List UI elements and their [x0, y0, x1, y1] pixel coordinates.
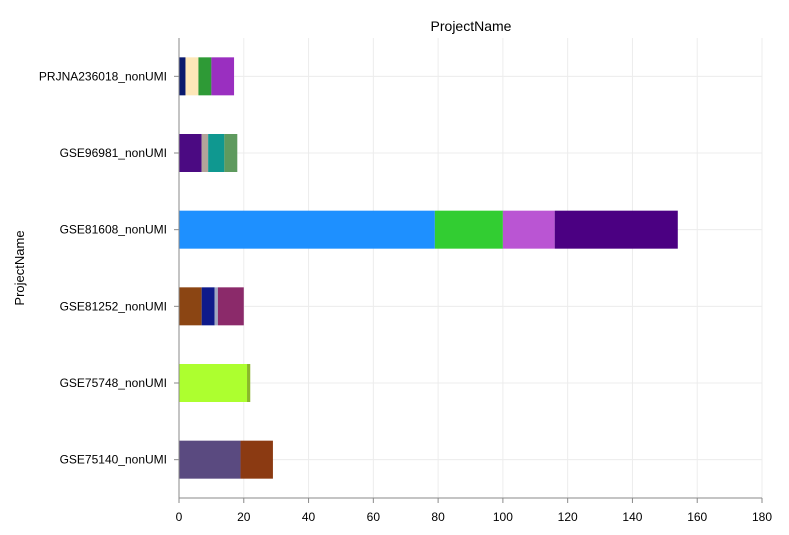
bar-segment — [434, 210, 503, 249]
x-tick-label: 40 — [302, 510, 316, 524]
category-label: GSE96981_nonUMI — [60, 146, 167, 160]
category-label: PRJNA236018_nonUMI — [39, 69, 167, 83]
x-tick-label: 60 — [367, 510, 381, 524]
y-axis-label: ProjectName — [12, 230, 27, 305]
category-label: GSE75748_nonUMI — [60, 376, 167, 390]
bar-segment — [201, 287, 215, 326]
bar-segment — [247, 364, 251, 402]
bar-segment — [554, 210, 678, 249]
bar-segments — [179, 57, 678, 479]
bar-segment — [185, 57, 199, 96]
category-labels: PRJNA236018_nonUMI GSE96981_nonUMI GSE8160… — [39, 69, 167, 466]
bar-segment — [179, 364, 248, 402]
x-tick-label: 20 — [237, 510, 251, 524]
bar-segment — [224, 134, 238, 172]
x-tick-label: 120 — [558, 510, 578, 524]
bar-segment — [198, 57, 212, 96]
bar-segment — [208, 134, 225, 172]
x-tick-label: 100 — [493, 510, 513, 524]
gridlines — [179, 38, 763, 498]
category-label: GSE81252_nonUMI — [60, 299, 167, 313]
x-tick-label: 180 — [752, 510, 772, 524]
axes — [174, 38, 763, 503]
bar-segment — [502, 210, 555, 249]
x-tick-label: 0 — [176, 510, 183, 524]
category-label: GSE81608_nonUMI — [60, 223, 167, 237]
category-label: GSE75140_nonUMI — [60, 453, 167, 467]
bar-segment — [217, 287, 244, 326]
x-tick-labels: 0 20 40 60 80 100 120 140 160 180 — [176, 510, 773, 524]
bar-segment — [179, 287, 202, 326]
bar-segment — [179, 134, 202, 172]
bar-segment — [179, 210, 435, 249]
chart-title: ProjectName — [431, 18, 512, 34]
x-tick-label: 160 — [687, 510, 707, 524]
bar-segment — [240, 440, 273, 479]
bar-segment — [179, 440, 241, 479]
bar-segment — [211, 57, 235, 96]
x-tick-label: 80 — [431, 510, 445, 524]
bar-segment — [179, 57, 186, 96]
bar-segment — [201, 134, 209, 172]
bar-segment — [214, 287, 218, 326]
x-tick-label: 140 — [622, 510, 642, 524]
